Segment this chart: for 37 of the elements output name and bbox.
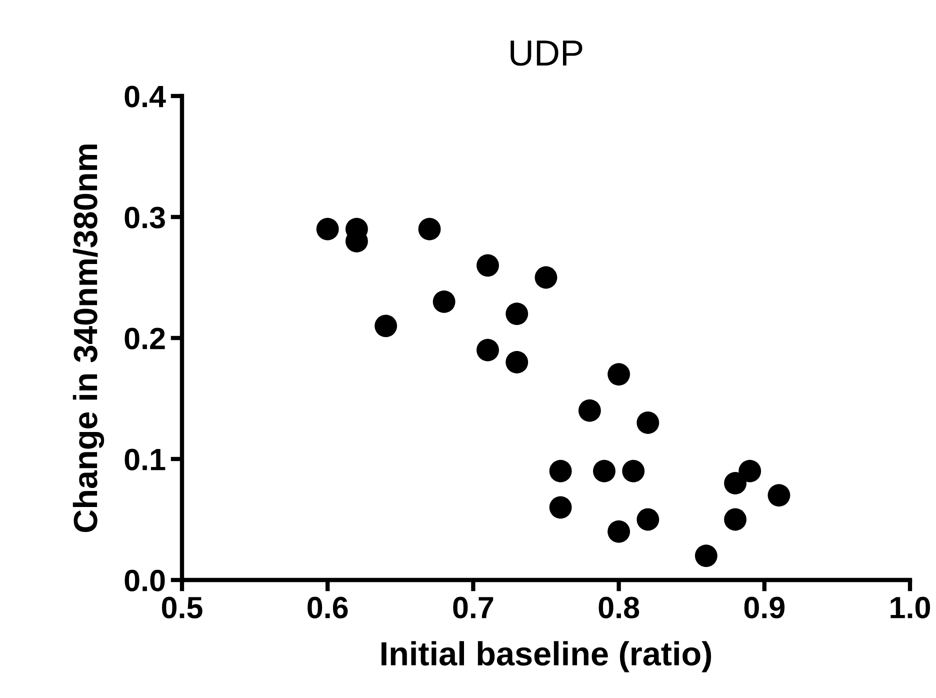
point <box>738 460 762 482</box>
point <box>724 508 746 531</box>
x-tick-label: 0.9 <box>744 596 785 618</box>
point <box>549 496 572 519</box>
point <box>374 314 398 338</box>
y-tick-label: 0.2 <box>124 328 165 350</box>
y-tick-label: 0.3 <box>124 206 165 228</box>
point <box>636 412 660 434</box>
point <box>768 484 790 506</box>
point <box>593 460 616 482</box>
point <box>636 508 660 531</box>
point <box>724 472 746 494</box>
point <box>622 460 645 482</box>
point <box>476 338 499 362</box>
point <box>549 460 572 482</box>
point <box>694 544 718 567</box>
x-tick-label: 0.5 <box>162 596 202 618</box>
y-tick-label: 0.1 <box>124 448 166 470</box>
point <box>506 351 528 374</box>
point <box>578 399 601 422</box>
y-tick-label: 0.0 <box>124 570 165 592</box>
point <box>608 363 630 386</box>
point <box>316 218 339 240</box>
x-tick-label: 0.8 <box>598 596 640 618</box>
point <box>432 290 456 313</box>
y-tick-label: 0.4 <box>124 86 166 108</box>
chart-title: UDP <box>510 40 582 66</box>
point <box>534 266 558 289</box>
point <box>476 254 499 277</box>
x-tick-label: 1.0 <box>890 596 930 618</box>
x-tick-label: 0.6 <box>308 596 348 618</box>
x-tick-label: 0.7 <box>453 596 494 618</box>
point <box>418 218 441 240</box>
point <box>506 302 528 325</box>
y-axis-title: Change in 340nm/380nm <box>72 144 104 532</box>
x-axis-title: Initial baseline (ratio) <box>382 641 712 672</box>
point <box>608 520 630 543</box>
